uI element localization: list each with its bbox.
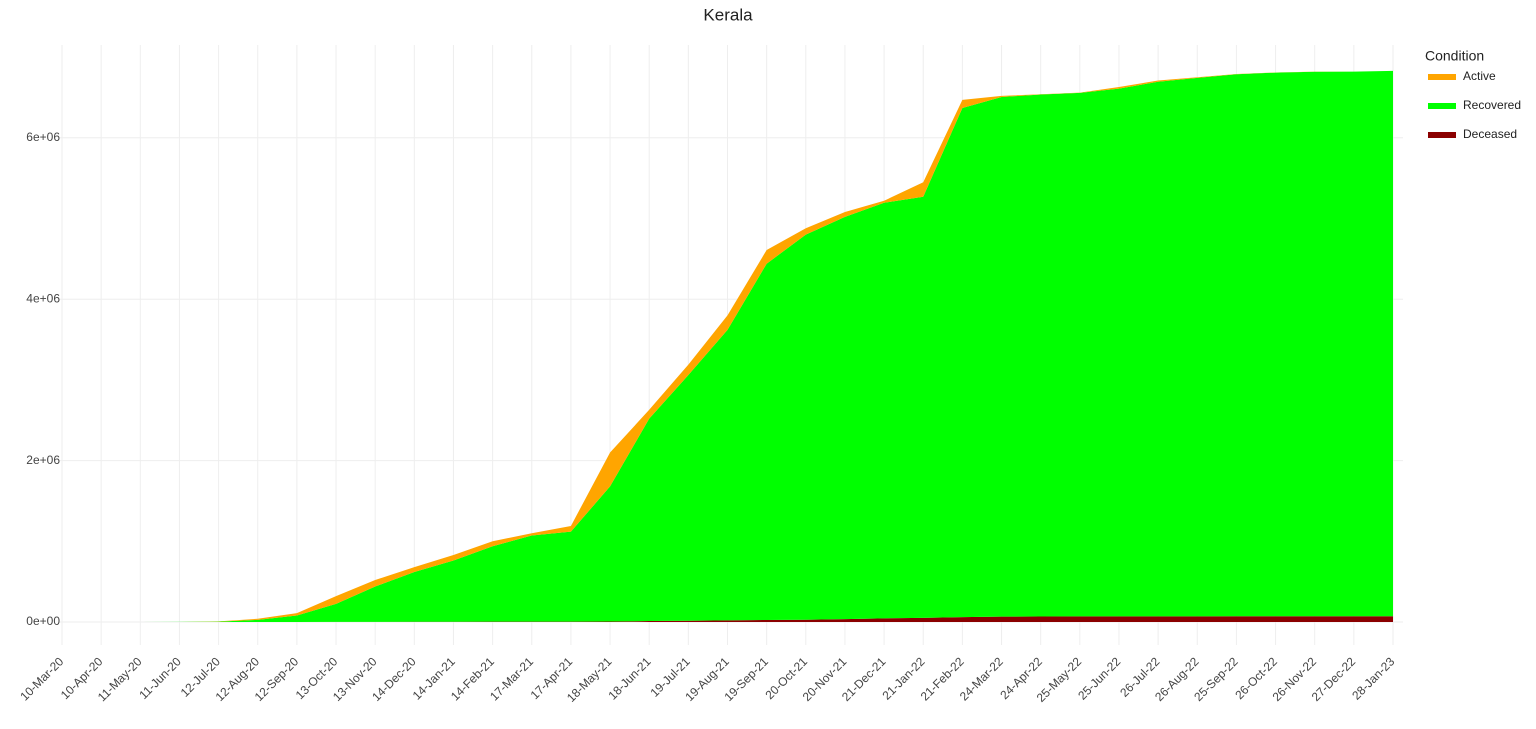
x-tick-label: 28-Jan-23: [1349, 654, 1397, 702]
area-recovered: [62, 70, 1393, 623]
legend-item[interactable]: Recovered: [1428, 98, 1521, 112]
y-tick-label: 0e+00: [26, 614, 60, 628]
area-deceased: [62, 616, 1393, 623]
y-tick-label: 2e+06: [26, 453, 60, 467]
legend-label: Recovered: [1463, 98, 1521, 112]
legend-item[interactable]: Active: [1428, 69, 1496, 83]
y-tick-label: 6e+06: [26, 130, 60, 144]
x-tick-label: 17-Mar-21: [487, 654, 536, 703]
legend-label: Active: [1463, 69, 1496, 83]
x-tick-label: 25-Jun-22: [1075, 654, 1123, 702]
chart-title: Kerala: [703, 5, 753, 24]
x-tick-label: 10-Mar-20: [17, 654, 66, 703]
legend-title: Condition: [1425, 48, 1484, 64]
x-tick-label: 24-Mar-22: [957, 654, 1006, 703]
legend-label: Deceased: [1463, 127, 1517, 141]
x-tick-label: 18-Jun-21: [605, 654, 653, 702]
y-tick-label: 4e+06: [26, 291, 60, 305]
x-tick-label: 11-Jun-20: [136, 654, 184, 702]
legend-item[interactable]: Deceased: [1428, 127, 1517, 141]
